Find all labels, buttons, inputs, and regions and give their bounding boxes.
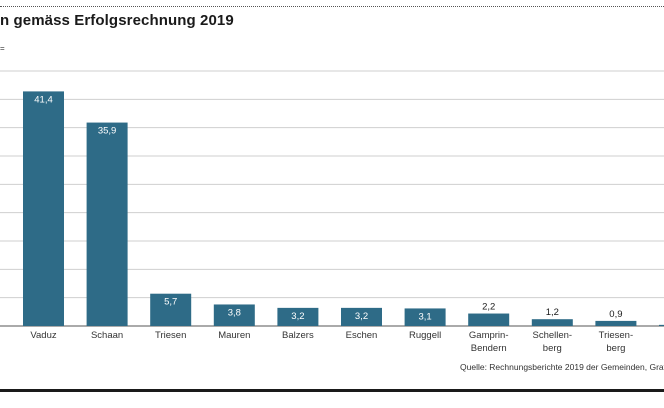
x-tick-label: Mauren (218, 330, 250, 341)
x-tick-label: Gamprin- (469, 330, 509, 341)
bar (595, 320, 637, 326)
data-label: 3,1 (418, 311, 431, 322)
data-label: 3,2 (355, 311, 368, 322)
data-label: 2,2 (482, 302, 495, 313)
bar (404, 308, 446, 326)
x-tick-label: Balzers (282, 330, 314, 341)
x-tick-label: Vaduz (30, 330, 56, 341)
x-tick-label: Eschen (346, 330, 378, 341)
x-tick-label: Schaan (91, 330, 123, 341)
data-label: 3,8 (228, 307, 241, 318)
data-label: 0,9 (609, 309, 622, 320)
x-tick-label: Triesen- (599, 330, 634, 341)
bar (23, 91, 64, 327)
bar (341, 307, 382, 326)
x-tick-label: Triesen (155, 330, 186, 341)
x-tick-label: Bendern (471, 343, 507, 354)
x-tick-label: berg (606, 343, 625, 354)
x-tick-label: Ruggell (409, 330, 441, 341)
unit-label: = (0, 44, 5, 53)
chart-title: n gemäss Erfolgsrechnung 2019 (0, 12, 234, 29)
bar (86, 122, 128, 326)
bar (150, 293, 192, 326)
data-label: 35,9 (98, 126, 117, 137)
data-label: 41,4 (34, 94, 53, 105)
bar (213, 304, 255, 326)
bottom-divider (0, 389, 664, 392)
top-divider (0, 6, 664, 7)
source-note: Quelle: Rechnungsberichte 2019 der Gemei… (460, 362, 664, 372)
bar (659, 324, 664, 326)
bar (531, 319, 573, 326)
data-label: 5,7 (164, 297, 177, 308)
x-tick-label: berg (543, 343, 562, 354)
data-label: 1,2 (546, 307, 559, 318)
bar-chart: 41,4 Vaduz 35,9 Schaan 5,7 Triesen 3,8 Mauren 3,… (0, 70, 664, 354)
x-tick-label: Schellen- (532, 330, 572, 341)
bar (468, 313, 510, 326)
data-label: 3,2 (291, 311, 304, 322)
bar (277, 307, 319, 326)
